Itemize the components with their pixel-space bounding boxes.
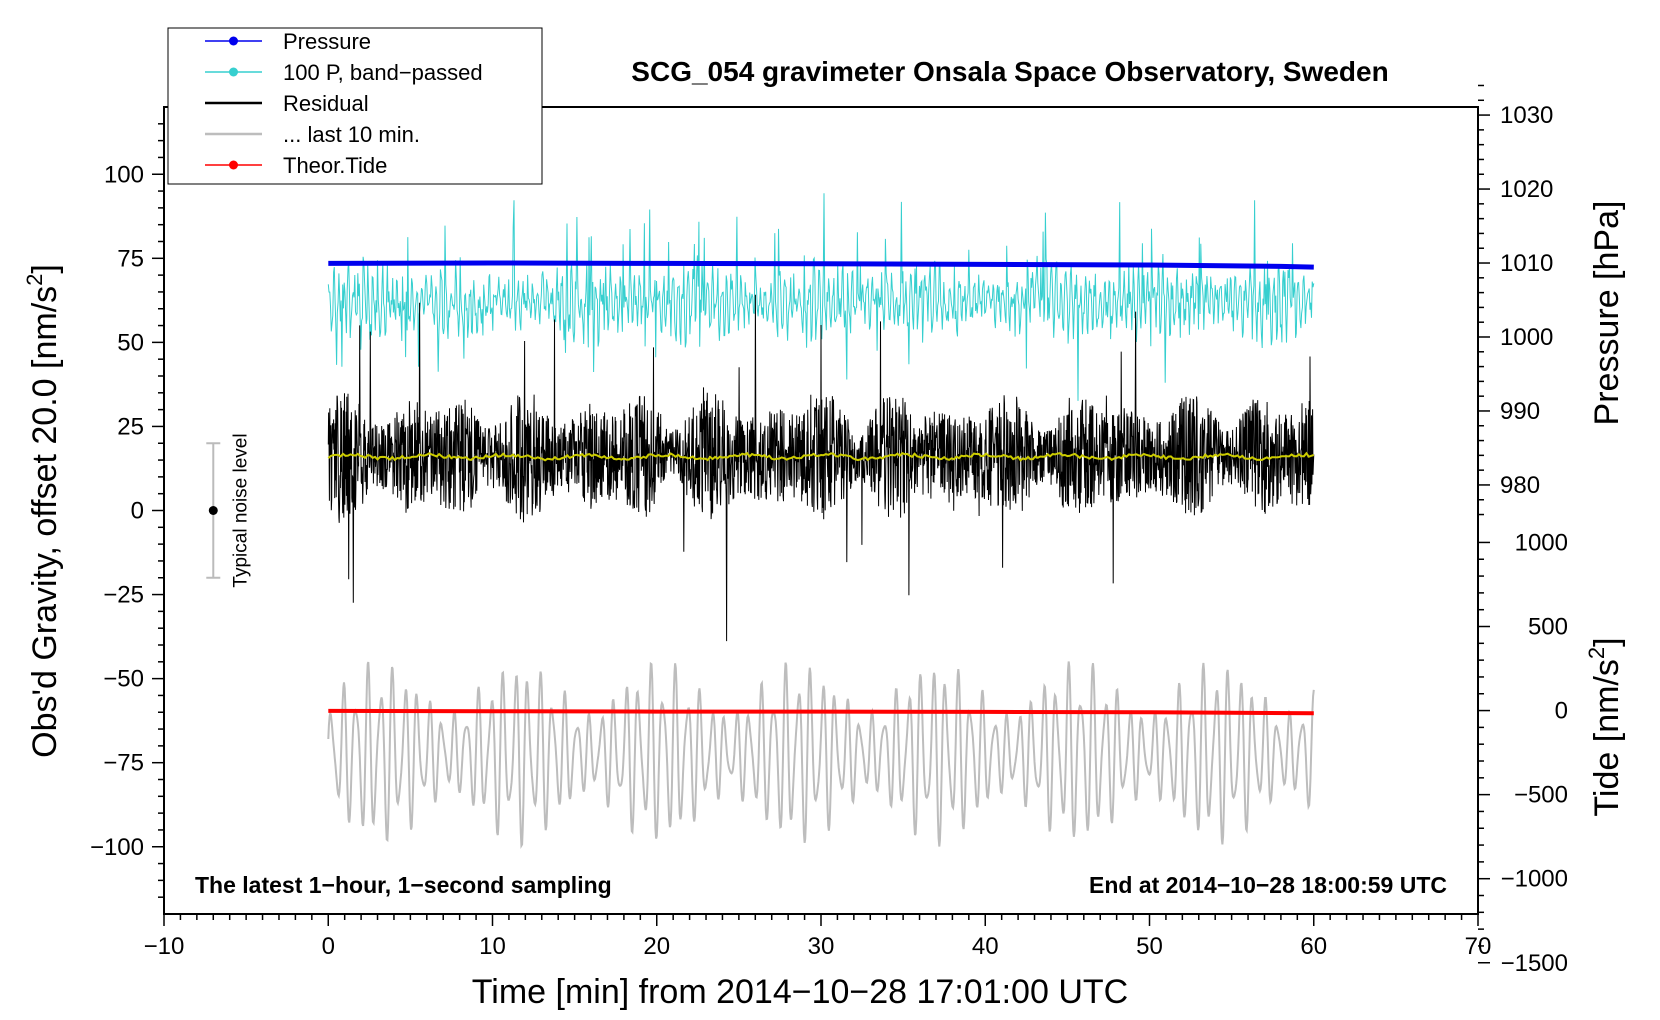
y-tick-label: 25 xyxy=(117,413,144,440)
x-tick-label: 0 xyxy=(322,933,335,960)
tide-axis-label-sup: 2 xyxy=(1584,647,1609,659)
x-tick-label: 10 xyxy=(479,933,506,960)
pressure-tick-label: 1000 xyxy=(1500,324,1553,351)
y-axis-gravity: 100 75 50 25 0 −25 −50 −75 −100 xyxy=(90,123,164,898)
series-smoothed-residual xyxy=(327,451,1315,462)
data-traces xyxy=(327,193,1315,850)
x-tick-label: −10 xyxy=(144,933,185,960)
y-axis-tide: 1000 500 0 −500 −1000 −1500 xyxy=(1478,529,1568,977)
legend-marker xyxy=(229,67,238,77)
x-tick-label: 30 xyxy=(808,933,835,960)
y-axis-label: Obs'd Gravity, offset 20.0 [nm/s2] xyxy=(22,264,64,758)
x-tick-label: 40 xyxy=(972,933,999,960)
x-axis-label: Time [min] from 2014−10−28 17:01:00 UTC xyxy=(472,973,1128,1011)
annotation-sampling: The latest 1−hour, 1−second sampling xyxy=(195,872,612,898)
tide-tick-label: −500 xyxy=(1514,782,1568,809)
legend-label: ... last 10 min. xyxy=(283,122,420,147)
y-tick-label: −50 xyxy=(103,666,144,693)
tide-axis-label: Tide [nm/s2] xyxy=(1584,637,1626,816)
pressure-tick-label: 990 xyxy=(1500,398,1540,425)
series-last-10-min xyxy=(327,661,1315,850)
noise-level-label: Typical noise level xyxy=(230,433,251,587)
pressure-tick-label: 1020 xyxy=(1500,176,1553,203)
y-axis-pressure: 1030 1020 1010 1000 990 980 xyxy=(1478,84,1553,516)
y-tick-label: −25 xyxy=(103,582,144,609)
series-pressure xyxy=(328,260,1314,270)
legend-label: Pressure xyxy=(283,29,371,54)
chart-title: SCG_054 gravimeter Onsala Space Observat… xyxy=(631,56,1388,87)
legend-box xyxy=(167,27,543,185)
tide-tick-label: −1500 xyxy=(1501,950,1568,977)
pressure-tick-label: 980 xyxy=(1500,472,1540,499)
legend-marker xyxy=(229,36,238,46)
y-axis-label-sup: 2 xyxy=(22,274,47,286)
tide-tick-label: −1000 xyxy=(1501,866,1568,893)
tide-axis-label-main: Tide [nm/s xyxy=(1588,659,1626,816)
legend: Pressure 100 P, band−passed Residual ... la… xyxy=(167,27,543,185)
tide-tick-label: 500 xyxy=(1528,614,1568,641)
tide-tick-label: 1000 xyxy=(1515,529,1568,556)
pressure-tick-label: 1030 xyxy=(1500,102,1553,129)
legend-label: 100 P, band−passed xyxy=(283,60,483,85)
x-tick-label: 50 xyxy=(1136,933,1163,960)
y-axis-label-close: ] xyxy=(26,264,64,273)
tide-tick-label: 0 xyxy=(1555,698,1568,725)
y-tick-label: 75 xyxy=(117,245,144,272)
noise-level-indicator: Typical noise level xyxy=(206,433,251,588)
legend-marker xyxy=(229,160,238,170)
y-axis-label-main: Obs'd Gravity, offset 20.0 [nm/s xyxy=(26,286,64,758)
y-tick-label: −75 xyxy=(103,750,144,777)
y-tick-label: 100 xyxy=(104,161,144,188)
series-theor-tide xyxy=(328,708,1314,716)
pressure-tick-label: 1010 xyxy=(1500,250,1553,277)
x-tick-label: 20 xyxy=(643,933,670,960)
pressure-axis-label: Pressure [hPa] xyxy=(1588,201,1626,426)
x-tick-label: 60 xyxy=(1300,933,1327,960)
y-tick-label: 0 xyxy=(131,498,144,525)
series-residual xyxy=(327,294,1315,642)
legend-label: Theor.Tide xyxy=(283,153,387,178)
annotation-end-time: End at 2014−10−28 18:00:59 UTC xyxy=(1089,872,1447,898)
y-tick-label: −100 xyxy=(90,834,144,861)
legend-label: Residual xyxy=(283,91,369,116)
tide-axis-label-close: ] xyxy=(1588,637,1626,646)
y-tick-label: 50 xyxy=(117,329,144,356)
x-axis: −10 0 10 20 30 40 50 60 70 xyxy=(144,914,1491,960)
noise-bar-center-dot xyxy=(208,506,218,515)
